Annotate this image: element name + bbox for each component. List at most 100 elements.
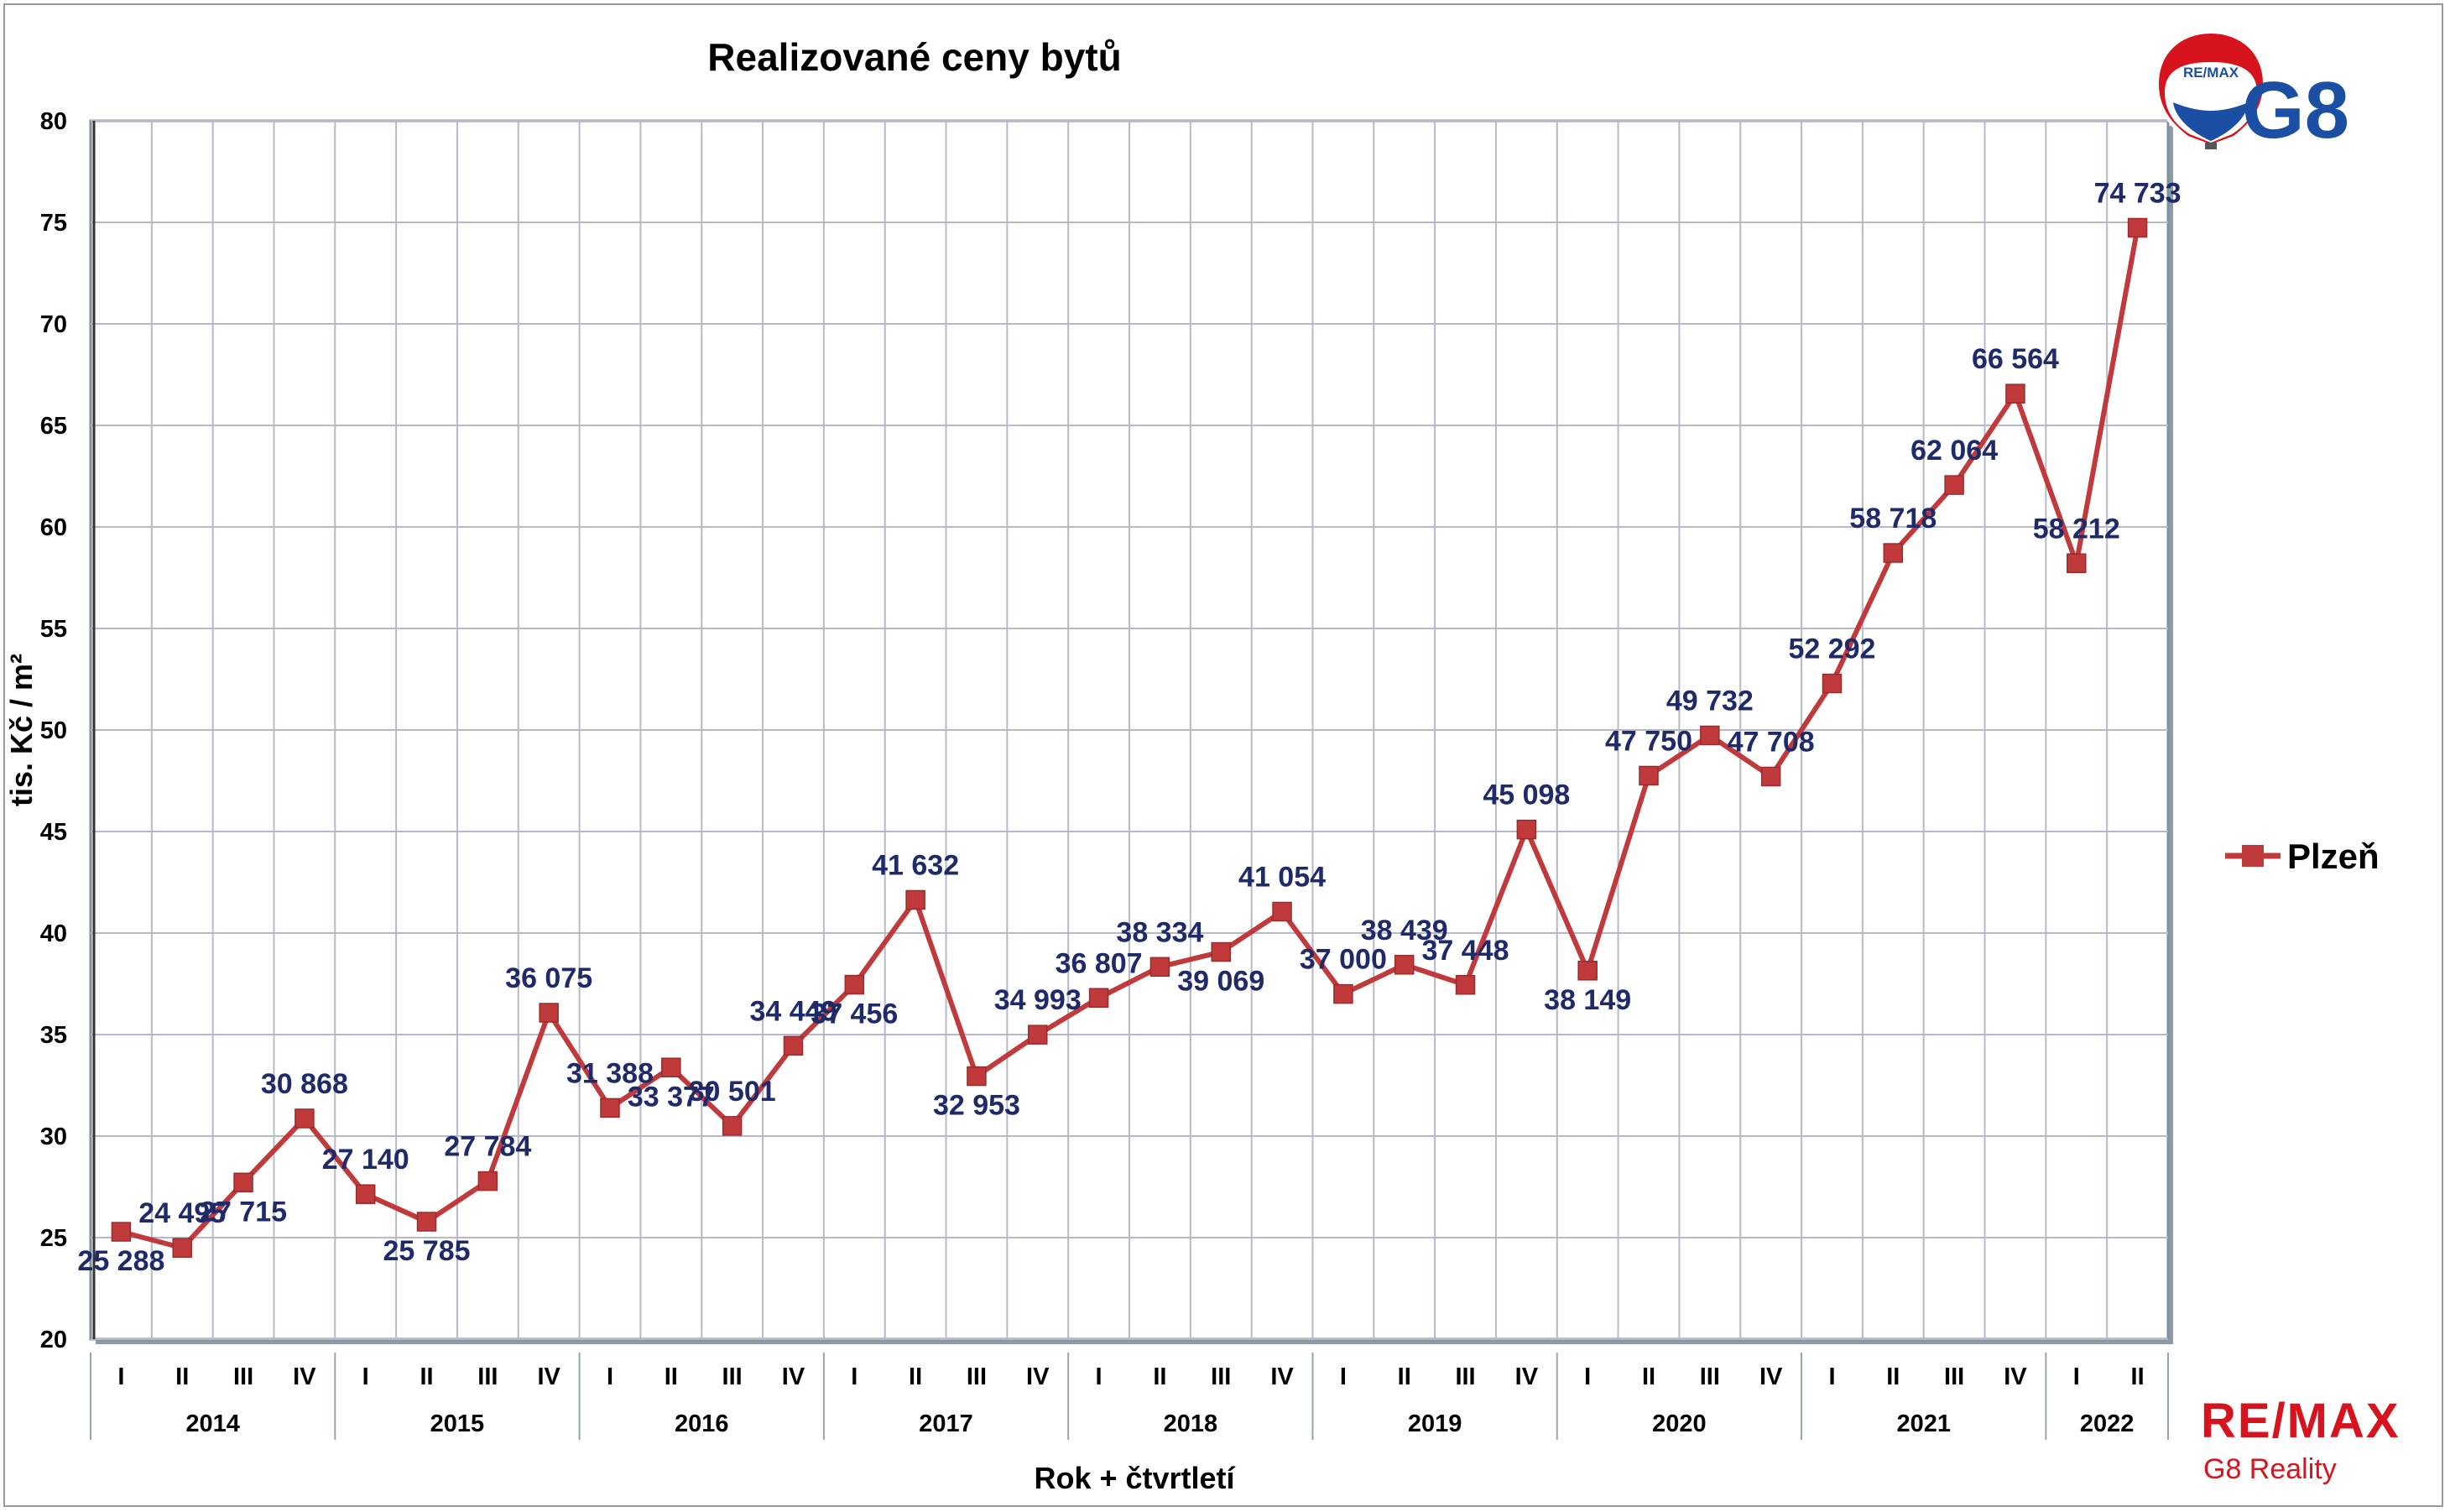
data-label: 47 750 (1605, 725, 1692, 757)
year-tick-label: 2017 (919, 1410, 973, 1437)
y-tick-label: 40 (40, 920, 67, 947)
data-label: 34 449 (749, 995, 837, 1027)
data-point-marker (111, 1222, 132, 1242)
quarter-tick-label: II (1642, 1363, 1655, 1390)
balloon-icon: RE/MAX (2159, 34, 2263, 149)
quarter-tick-label: III (1944, 1363, 1964, 1390)
quarter-tick-label: IV (293, 1363, 316, 1390)
year-tick-label: 2020 (1652, 1410, 1707, 1437)
data-point-marker (1272, 901, 1292, 922)
data-point-marker (783, 1035, 804, 1056)
y-tick-label: 65 (40, 413, 67, 440)
data-label: 38 149 (1544, 984, 1631, 1016)
y-tick-label: 60 (40, 514, 67, 541)
quarter-tick-label: I (1584, 1363, 1591, 1390)
series-line (120, 227, 2140, 1251)
data-point-marker (295, 1108, 315, 1129)
data-point-marker (905, 889, 925, 910)
quarter-tick-label: II (1886, 1363, 1900, 1390)
quarter-tick-label: I (117, 1363, 124, 1390)
data-point-marker (1088, 988, 1109, 1009)
data-label: 37 000 (1300, 944, 1387, 976)
data-point-marker (1394, 955, 1415, 975)
y-tick-label: 50 (40, 717, 67, 744)
data-point-marker (1700, 725, 1720, 746)
data-label: 66 564 (1972, 343, 2059, 375)
quarter-tick-label: IV (1026, 1363, 1050, 1390)
y-tick-label: 35 (40, 1022, 67, 1049)
quarter-tick-label: IV (1270, 1363, 1294, 1390)
data-label: 36 075 (505, 962, 592, 994)
quarter-tick-label: III (1455, 1363, 1475, 1390)
data-point-marker (539, 1003, 559, 1023)
data-point-marker (1822, 673, 1843, 694)
data-label: 41 054 (1238, 861, 1326, 893)
data-label: 37 448 (1422, 935, 1509, 967)
data-point-marker (1028, 1025, 1048, 1045)
quarter-tick-label: II (909, 1363, 922, 1390)
legend-marker (2242, 845, 2264, 867)
year-tick-label: 2014 (185, 1410, 240, 1437)
data-point-marker (416, 1212, 437, 1232)
data-point-marker (967, 1066, 987, 1087)
data-label: 37 456 (811, 998, 898, 1030)
quarter-tick-label: I (851, 1363, 858, 1390)
x-axis-title: Rok + čtvrtletí (1034, 1461, 1235, 1495)
year-tick-label: 2016 (675, 1410, 729, 1437)
y-tick-label: 55 (40, 616, 67, 643)
legend-label: Plzeň (2287, 837, 2380, 876)
data-point-marker (722, 1116, 743, 1136)
y-axis-ticks: 20 25 30 35 40 45 50 55 60 65 70 75 80 (40, 108, 67, 1353)
year-tick-label: 2022 (2080, 1410, 2135, 1437)
data-label: 39 069 (1177, 966, 1264, 998)
data-label: 38 439 (1361, 915, 1448, 946)
data-label: 58 718 (1849, 503, 1937, 534)
data-point-marker (1333, 983, 1353, 1004)
quarter-tick-label: II (175, 1363, 189, 1390)
quarter-tick-label: I (1096, 1363, 1102, 1390)
g8-logo-text: G8 (2242, 65, 2349, 155)
data-point-marker (2067, 553, 2087, 574)
data-label: 31 388 (566, 1057, 654, 1089)
data-label: 36 807 (1056, 947, 1143, 979)
data-label: 27 140 (322, 1144, 409, 1176)
quarter-tick-label: III (967, 1363, 987, 1390)
data-point-marker (1577, 961, 1598, 981)
quarter-tick-label: II (1398, 1363, 1411, 1390)
data-label: 58 212 (2033, 513, 2120, 545)
quarter-tick-label: II (1153, 1363, 1166, 1390)
data-label: 62 064 (1910, 435, 1998, 467)
data-label: 27 715 (200, 1196, 287, 1228)
quarter-tick-label: III (1700, 1363, 1720, 1390)
quarter-tick-label: II (420, 1363, 433, 1390)
data-point-marker (1639, 765, 1659, 786)
data-point-marker (477, 1170, 498, 1191)
balloon-badge: RE/MAX (2183, 65, 2239, 81)
remax-brand-mark: RE/MAX G8 Reality (2201, 1394, 2399, 1485)
quarter-tick-label: I (1828, 1363, 1835, 1390)
quarter-tick-label: IV (537, 1363, 560, 1390)
data-label: 38 334 (1116, 916, 1203, 948)
y-axis-title: tis. Kč / m² (4, 654, 39, 806)
y-tick-label: 75 (40, 210, 67, 237)
data-label: 24 495 (138, 1197, 226, 1229)
quarter-tick-label: II (2131, 1363, 2145, 1390)
data-label: 47 708 (1728, 726, 1815, 758)
data-label: 33 377 (628, 1081, 715, 1113)
data-point-marker (2127, 217, 2148, 238)
y-tick-label: 70 (40, 311, 67, 338)
data-label: 74 733 (2094, 177, 2182, 209)
data-label: 27 784 (444, 1131, 531, 1163)
quarter-tick-label: IV (1759, 1363, 1783, 1390)
data-point-marker (233, 1172, 253, 1193)
year-tick-label: 2015 (430, 1410, 485, 1437)
data-point-marker (600, 1098, 620, 1118)
y-tick-label: 30 (40, 1124, 67, 1150)
quarter-tick-label: II (665, 1363, 678, 1390)
data-label: 30 501 (689, 1076, 776, 1108)
data-label: 52 292 (1788, 633, 1875, 665)
x-axis: I II III IV I II III IV I II III IV I II III IV I II III IV… (90, 1353, 2169, 1440)
gridlines (91, 120, 2168, 1340)
data-label: 25 785 (383, 1235, 471, 1267)
